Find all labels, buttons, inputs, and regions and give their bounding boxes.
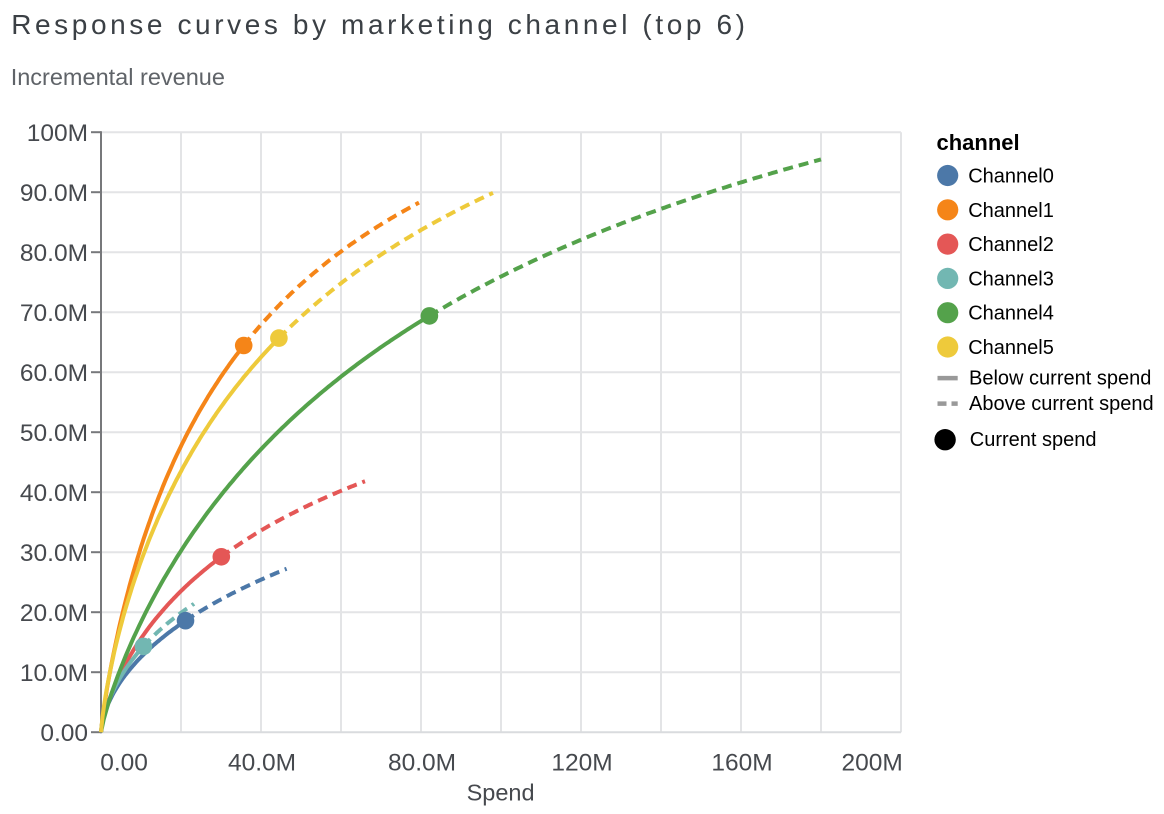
svg-text:Below current spend: Below current spend [969, 368, 1151, 390]
svg-text:30.0M: 30.0M [20, 540, 88, 567]
svg-text:80.0M: 80.0M [20, 240, 88, 267]
svg-text:40.0M: 40.0M [228, 750, 296, 777]
svg-text:Channel5: Channel5 [968, 337, 1054, 359]
svg-text:10.0M: 10.0M [20, 660, 88, 687]
svg-text:200M: 200M [842, 750, 903, 777]
svg-text:90.0M: 90.0M [20, 180, 88, 207]
svg-text:160M: 160M [711, 750, 772, 777]
svg-text:Incremental revenue: Incremental revenue [11, 64, 225, 90]
svg-text:60.0M: 60.0M [20, 360, 88, 387]
svg-text:Channel1: Channel1 [968, 200, 1054, 222]
svg-text:50.0M: 50.0M [20, 420, 88, 447]
svg-text:Above current spend: Above current spend [969, 393, 1154, 415]
svg-text:70.0M: 70.0M [20, 300, 88, 327]
svg-text:Channel2: Channel2 [968, 234, 1054, 256]
svg-text:120M: 120M [551, 750, 612, 777]
svg-text:Channel4: Channel4 [968, 303, 1054, 325]
svg-text:0.00: 0.00 [40, 720, 88, 747]
svg-text:0.00: 0.00 [100, 750, 148, 777]
svg-text:Current spend: Current spend [970, 429, 1097, 451]
svg-text:40.0M: 40.0M [20, 480, 88, 507]
svg-text:100M: 100M [27, 120, 88, 147]
svg-text:Spend: Spend [467, 780, 535, 806]
svg-text:Channel3: Channel3 [968, 268, 1054, 290]
svg-text:channel: channel [937, 130, 1020, 155]
svg-text:Channel0: Channel0 [968, 166, 1054, 188]
svg-text:Response curves by marketing c: Response curves by marketing channel (to… [11, 9, 748, 40]
svg-text:80.0M: 80.0M [388, 750, 456, 777]
svg-text:20.0M: 20.0M [20, 600, 88, 627]
